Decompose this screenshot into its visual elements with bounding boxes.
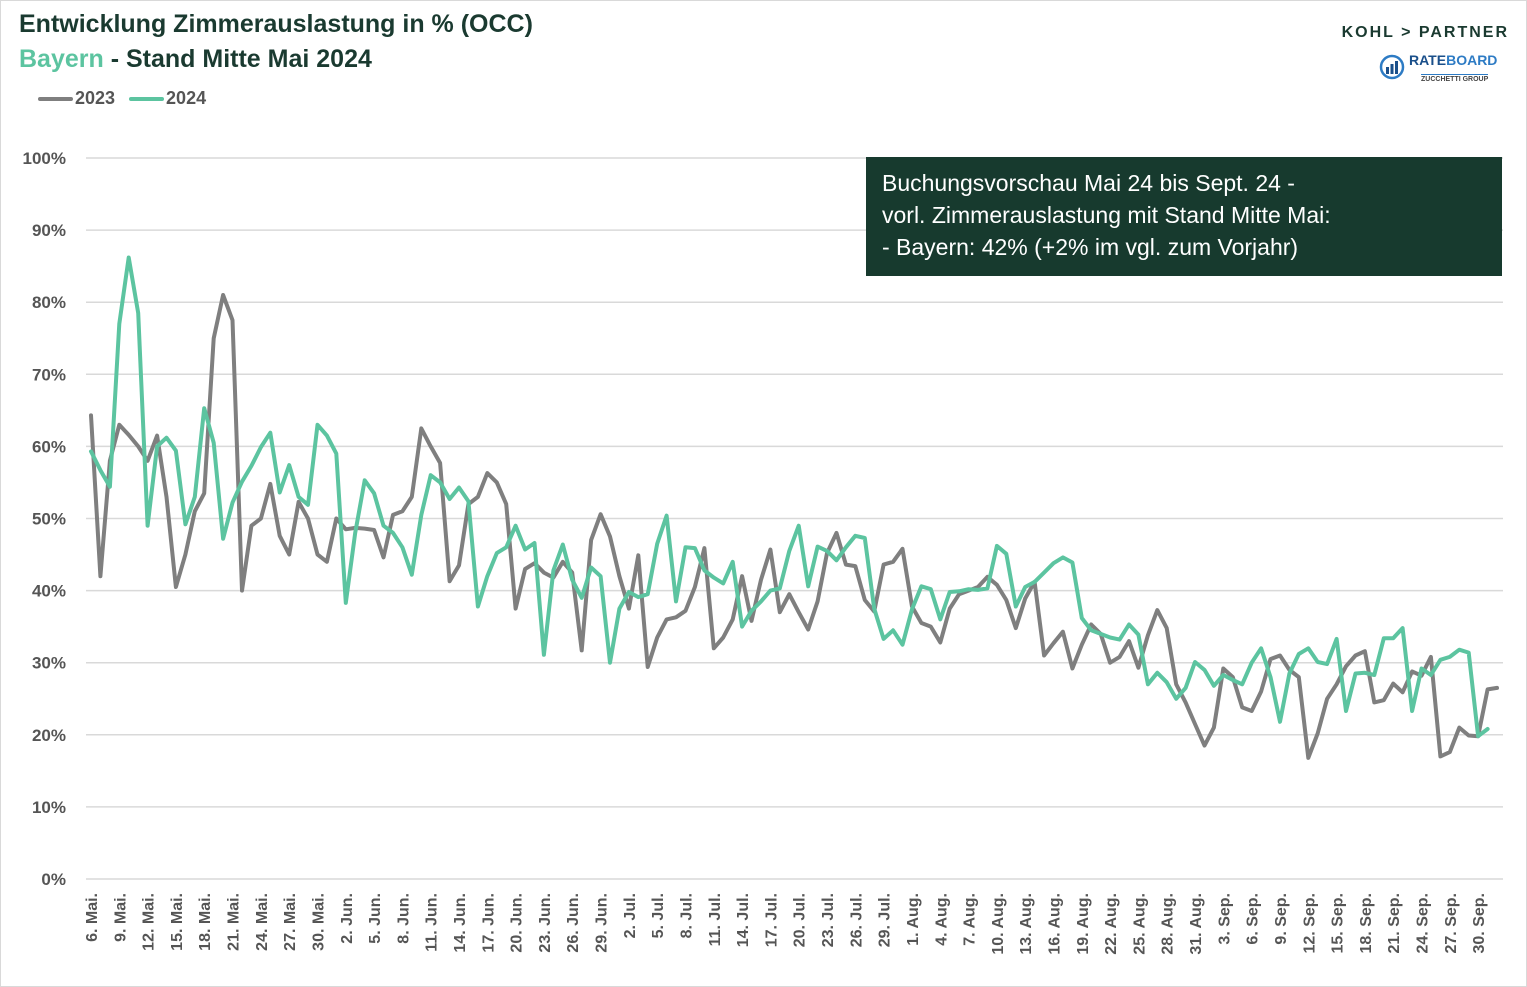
x-tick-label: 24. Sep. [1415,893,1432,953]
y-tick-label: 100% [23,149,66,168]
x-tick-label: 19. Aug. [1075,893,1092,955]
rateboard-rate: RATE [1409,52,1447,68]
x-tick-label: 17. Jul. [763,893,780,947]
rateboard-board: BOARD [1446,52,1498,68]
info-box: Buchungsvorschau Mai 24 bis Sept. 24 - v… [866,157,1502,276]
legend-label-2023: 2023 [75,88,116,108]
x-tick-label: 15. Mai. [169,893,186,951]
x-tick-label: 6. Mai. [84,893,101,942]
x-tick-label: 18. Mai. [197,893,214,951]
x-tick-label: 25. Aug. [1131,893,1148,955]
x-tick-label: 24. Mai. [254,893,271,951]
y-tick-label: 0% [41,870,66,889]
x-tick-label: 5. Jun. [367,893,384,944]
y-tick-label: 80% [32,293,66,312]
x-tick-label: 9. Mai. [112,893,129,942]
x-tick-label: 21. Mai. [226,893,243,951]
legend: 2023 2024 [38,88,206,109]
x-tick-label: 2. Jul. [622,893,639,938]
y-tick-label: 50% [32,510,66,529]
x-tick-label: 2. Jun. [339,893,356,944]
y-tick-label: 60% [32,437,66,456]
legend-swatch-2024 [129,96,165,101]
x-tick-label: 23. Jul. [820,893,837,947]
x-tick-label: 18. Sep. [1358,893,1375,953]
region-label: Bayern [19,45,104,73]
x-tick-label: 31. Aug. [1188,893,1205,955]
x-tick-label: 15. Sep. [1330,893,1347,953]
x-tick-label: 27. Mai. [282,893,299,951]
x-tick-label: 16. Aug. [1046,893,1063,955]
x-tick-label: 26. Jun. [565,893,582,953]
x-tick-label: 26. Jul. [848,893,865,947]
y-tick-label: 70% [32,365,66,384]
x-tick-label: 1. Aug. [905,893,922,946]
x-tick-label: 30. Sep. [1471,893,1488,953]
x-tick-label: 29. Jul. [877,893,894,947]
x-tick-label: 9. Sep. [1273,893,1290,945]
x-tick-label: 11. Jun. [424,893,441,952]
x-tick-label: 17. Jun. [480,893,497,953]
legend-item-2023: 2023 [38,88,115,109]
y-tick-label: 90% [32,221,66,240]
info-line-3: - Bayern: 42% (+2% im vgl. zum Vorjahr) [882,234,1299,260]
x-tick-label: 13. Aug. [1018,893,1035,955]
y-tick-label: 30% [32,654,66,673]
series-lines [89,255,1499,760]
x-tick-label: 29. Jun. [594,893,611,953]
subtitle-rest: - Stand Mitte Mai 2024 [103,45,372,73]
x-tick-label: 4. Aug. [933,893,950,946]
x-tick-label: 10. Aug. [990,893,1007,955]
x-tick-label: 6. Sep. [1245,893,1262,945]
x-tick-label: 5. Jul. [650,893,667,938]
x-tick-label: 14. Jul. [735,893,752,947]
x-tick-label: 8. Jun. [395,893,412,944]
x-tick-label: 27. Sep. [1443,893,1460,953]
chart-title: Entwicklung Zimmerauslastung in % (OCC) [19,10,533,38]
y-tick-label: 40% [32,582,66,601]
y-tick-label: 20% [32,726,66,745]
x-tick-label: 28. Aug. [1160,893,1177,955]
x-tick-label: 20. Jul. [792,893,809,947]
x-tick-label: 11. Jul. [707,893,724,946]
rateboard-chart-icon [1379,54,1405,80]
x-tick-label: 14. Jun. [452,893,469,953]
legend-label-2024: 2024 [166,88,207,108]
x-tick-label: 7. Aug. [962,893,979,946]
x-tick-label: 21. Sep. [1386,893,1403,953]
x-tick-label: 12. Mai. [141,893,158,951]
info-line-2: vorl. Zimmerauslastung mit Stand Mitte M… [882,202,1331,228]
x-tick-label: 20. Jun. [509,893,526,953]
legend-item-2024: 2024 [129,88,206,109]
zucchetti-label: ZUCCHETTI GROUP [1421,74,1489,83]
x-tick-label: 8. Jul. [678,893,695,938]
y-tick-label: 10% [32,798,66,817]
x-tick-label: 30. Mai. [310,893,327,951]
legend-swatch-2023 [38,96,73,101]
x-tick-label: 12. Sep. [1301,893,1318,953]
rateboard-wordmark: RATEBOARD [1409,52,1497,68]
series-line-2024 [89,255,1490,739]
kohl-partner-logo: KOHL > PARTNER [1341,24,1509,41]
x-axis-ticks: 6. Mai. 9. Mai. 12. Mai. 15. Mai. 18. Mai. 21… [84,893,1488,955]
y-axis-ticks: 0% 10% 20% 30% 40% 50% 60% 70% 80% 90% 100% [23,149,66,889]
x-tick-label: 22. Aug. [1103,893,1120,955]
info-line-1: Buchungsvorschau Mai 24 bis Sept. 24 - [882,170,1295,196]
x-tick-label: 23. Jun. [537,893,554,953]
chart-subtitle: Bayern - Stand Mitte Mai 2024 [19,45,372,74]
series-line-2023 [89,293,1499,760]
x-tick-label: 3. Sep. [1216,893,1233,945]
rateboard-logo: RATEBOARD ZUCCHETTI GROUP [1379,52,1503,86]
